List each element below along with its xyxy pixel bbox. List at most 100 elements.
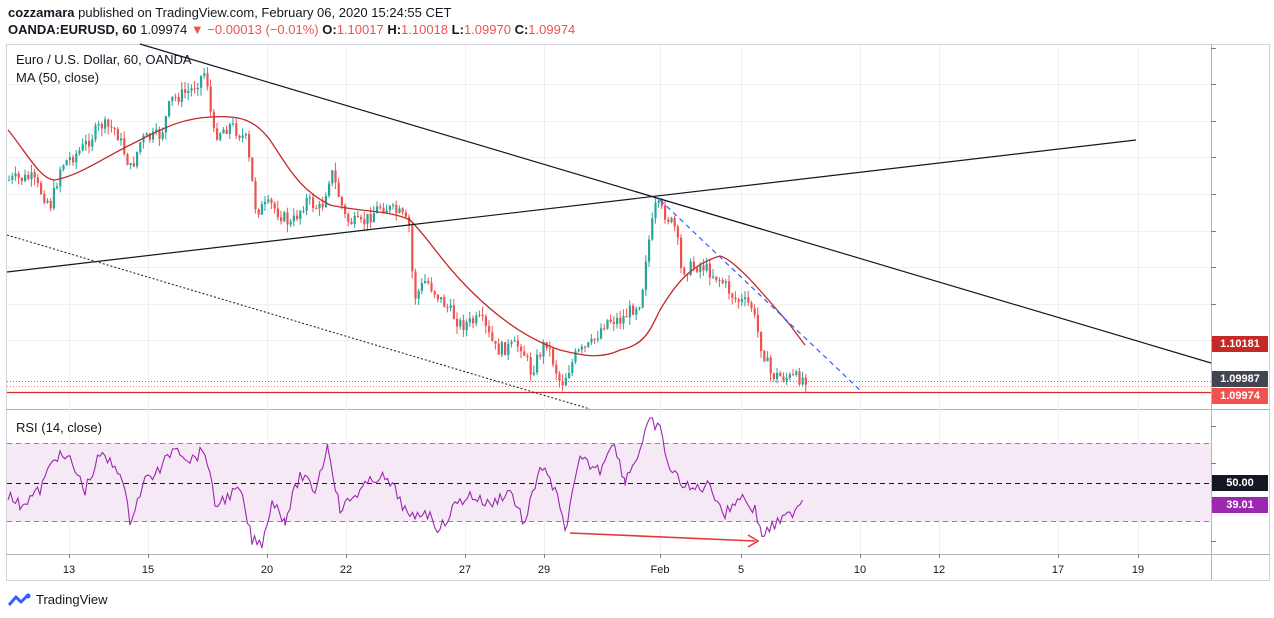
candle-body — [8, 179, 11, 181]
candle-body — [766, 357, 769, 362]
candle-body — [558, 373, 561, 382]
candle-body — [782, 376, 785, 381]
candle-body — [408, 216, 411, 226]
candle-body — [36, 177, 39, 183]
candle-body — [113, 127, 116, 130]
candle-body — [449, 305, 452, 308]
candle-body — [292, 215, 295, 222]
candle-body — [760, 331, 763, 352]
candle-body — [142, 135, 145, 143]
candle-body — [452, 305, 455, 319]
candle-body — [200, 75, 203, 88]
candle-body — [792, 374, 795, 376]
candle-body — [139, 142, 142, 152]
candle-body — [744, 297, 747, 300]
candle-body — [20, 177, 23, 182]
candle-body — [593, 338, 596, 340]
publisher-name[interactable]: cozzamara — [8, 5, 75, 20]
candle-body — [72, 157, 75, 163]
time-tick-label: Feb — [651, 564, 670, 576]
high-label: H: — [387, 22, 402, 37]
candle-body — [456, 318, 459, 327]
candle-body — [648, 239, 651, 262]
candle-body — [721, 279, 724, 284]
candle-body — [488, 326, 491, 333]
candle-body — [788, 374, 791, 378]
candle-body — [360, 216, 363, 220]
candle-body — [52, 187, 55, 209]
candle-body — [718, 279, 721, 281]
candlestick-series — [8, 66, 807, 393]
candle-body — [62, 165, 65, 170]
candle-body — [283, 212, 286, 222]
candle-body — [49, 200, 52, 209]
candle-body — [267, 199, 270, 202]
symbol-name[interactable]: OANDA:EURUSD, 60 — [8, 22, 137, 37]
candle-body — [145, 133, 148, 136]
candle-body — [228, 124, 231, 134]
candle-body — [619, 317, 622, 324]
candle-body — [376, 206, 379, 214]
ma-indicator-label[interactable]: MA (50, close) — [16, 70, 100, 85]
ma-line — [7, 115, 806, 357]
candle-body — [241, 135, 244, 139]
price-change: ▼ −0.00013 (−0.01%) — [190, 22, 319, 37]
candle-body — [136, 151, 139, 167]
candle-body — [798, 371, 801, 385]
tradingview-brand[interactable]: TradingView — [8, 592, 108, 607]
candle-body — [216, 128, 219, 140]
candle-body — [628, 305, 631, 318]
high-value: 1.10018 — [401, 22, 449, 37]
candle-body — [580, 346, 583, 350]
candle-body — [308, 197, 311, 199]
candle-body — [411, 225, 414, 272]
candle-body — [507, 343, 510, 356]
rsi-line — [7, 417, 803, 549]
candle-body — [574, 351, 577, 363]
candle-body — [443, 296, 446, 308]
main-pane-title: Euro / U.S. Dollar, 60, OANDA — [16, 52, 192, 67]
candle-body — [401, 208, 404, 213]
candle-body — [468, 318, 471, 323]
candle-body — [705, 263, 708, 271]
candle-body — [536, 354, 539, 373]
lower-channel-line — [6, 234, 591, 410]
candle-body — [356, 215, 359, 217]
candle-body — [644, 261, 647, 290]
candle-body — [753, 308, 756, 315]
candle-body — [379, 206, 382, 208]
candle-body — [372, 213, 375, 223]
candle-body — [174, 96, 177, 98]
candle-body — [260, 204, 263, 215]
candle-body — [731, 293, 734, 298]
candle-body — [494, 340, 497, 344]
candle-body — [603, 328, 606, 330]
candle-body — [516, 340, 519, 347]
candle-body — [801, 377, 804, 385]
candle-body — [14, 173, 17, 177]
candle-body — [523, 351, 526, 356]
candle-body — [462, 320, 465, 331]
candle-body — [369, 213, 372, 223]
candle-body — [670, 217, 673, 222]
candle-body — [734, 297, 737, 300]
candle-body — [235, 123, 238, 136]
candle-body — [276, 208, 279, 218]
candle-body — [190, 88, 193, 91]
candle-body — [286, 212, 289, 225]
candle-body — [552, 348, 555, 365]
candle-body — [472, 318, 475, 324]
rsi-indicator-label[interactable]: RSI (14, close) — [16, 420, 102, 435]
candle-body — [804, 377, 807, 385]
candle-body — [158, 129, 161, 139]
candle-body — [430, 282, 433, 292]
candle-body — [587, 342, 590, 347]
candle-body — [696, 267, 699, 272]
candle-body — [424, 280, 427, 284]
candle-body — [577, 349, 580, 352]
candle-body — [689, 261, 692, 276]
candle-body — [129, 163, 132, 166]
candle-body — [632, 305, 635, 315]
candle-body — [78, 150, 81, 154]
